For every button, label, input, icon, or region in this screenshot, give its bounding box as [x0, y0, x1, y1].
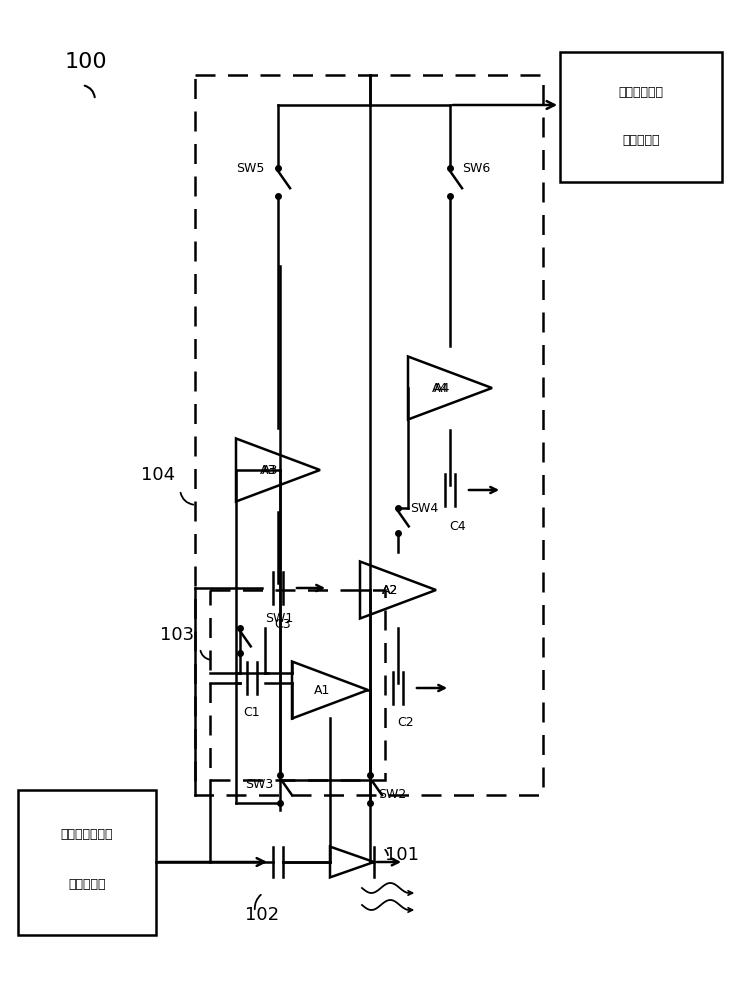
Bar — [195, 75, 543, 795]
Text: A3: A3 — [260, 464, 276, 477]
Text: 104: 104 — [141, 466, 175, 484]
Text: SW6: SW6 — [462, 161, 490, 174]
FancyArrowPatch shape — [255, 895, 261, 909]
Text: C2: C2 — [398, 716, 414, 729]
Bar — [18, 790, 156, 935]
Text: A1: A1 — [314, 684, 330, 696]
Text: A2: A2 — [382, 584, 399, 596]
Text: 至后一个时间: 至后一个时间 — [618, 86, 663, 99]
Text: A4: A4 — [432, 381, 448, 394]
FancyArrowPatch shape — [201, 651, 210, 660]
Text: 103: 103 — [160, 626, 194, 644]
Text: SW3: SW3 — [245, 778, 273, 792]
Text: 延迟积分级: 延迟积分级 — [622, 133, 660, 146]
FancyArrowPatch shape — [181, 493, 193, 505]
Text: 延迟积分级: 延迟积分级 — [68, 879, 106, 892]
Bar — [210, 590, 385, 780]
Text: 100: 100 — [65, 52, 108, 72]
Text: SW1: SW1 — [265, 611, 293, 624]
Text: A2: A2 — [382, 584, 399, 596]
Text: SW5: SW5 — [236, 161, 264, 174]
Text: C1: C1 — [244, 706, 261, 719]
Text: 来自前一个时间: 来自前一个时间 — [61, 828, 113, 842]
Text: 102: 102 — [245, 906, 279, 924]
FancyArrowPatch shape — [385, 850, 388, 855]
Text: C4: C4 — [449, 520, 466, 533]
Bar — [560, 52, 722, 182]
Text: 101: 101 — [385, 846, 419, 864]
Text: SW4: SW4 — [410, 502, 438, 514]
FancyArrowPatch shape — [85, 86, 94, 97]
Text: A4: A4 — [434, 381, 450, 394]
Text: C3: C3 — [275, 618, 292, 631]
Text: SW2: SW2 — [378, 788, 406, 802]
Text: A3: A3 — [262, 464, 278, 477]
